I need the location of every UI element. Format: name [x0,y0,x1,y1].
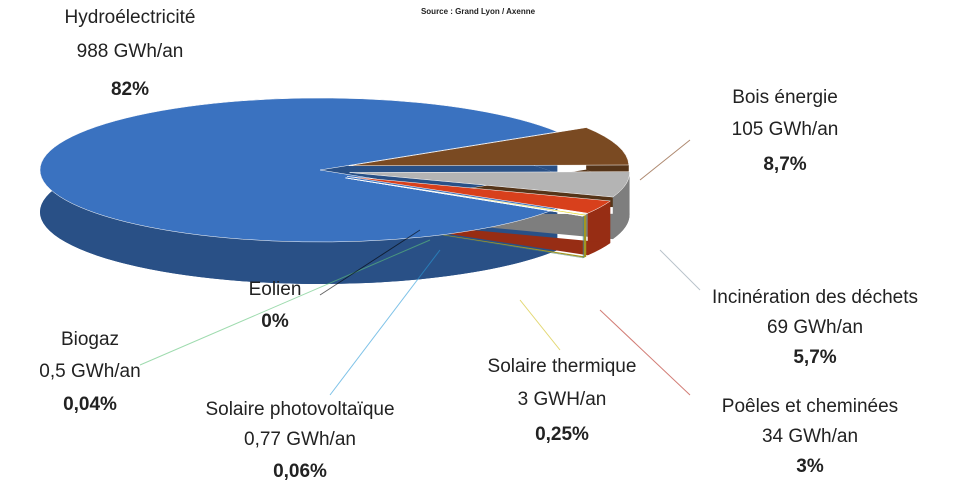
slice-name: Eolien [249,279,302,300]
slice-percent: 8,7% [763,154,806,175]
slice-name: Incinération des déchets [712,287,918,308]
slice-percent: 0% [261,311,289,332]
slice-amount: 34 GWh/an [762,426,858,447]
leader-line [600,310,690,395]
slice-percent: 3% [796,456,824,477]
leader-line [640,140,690,180]
slice-amount: 69 GWh/an [767,317,863,338]
slice-name: Solaire thermique [488,356,637,377]
slice-percent: 0,04% [63,394,117,415]
source: Source : Grand Lyon / Axenne [421,7,536,16]
slice-amount: 0,77 GWh/an [244,429,356,450]
slice-percent: 82% [111,79,149,100]
slice-name: Bois énergie [732,87,838,108]
slice-amount: 988 GWh/an [77,41,184,62]
slice-side [584,215,586,258]
slice-name: Hydroélectricité [65,7,196,28]
leader-line [520,300,560,350]
slice-percent: 0,06% [273,461,327,482]
slice-name: Poêles et cheminées [722,396,898,417]
slice-side [583,216,584,258]
slice-name: Biogaz [61,329,119,350]
slice-amount: 0,5 GWh/an [39,361,140,382]
slice-amount: 3 GWH/an [518,389,607,410]
slice-name: Solaire photovoltaïque [205,399,394,420]
slice-amount: 105 GWh/an [732,119,839,140]
slice-percent: 5,7% [793,347,836,368]
slice-percent: 0,25% [535,424,589,445]
leader-line [660,250,700,290]
